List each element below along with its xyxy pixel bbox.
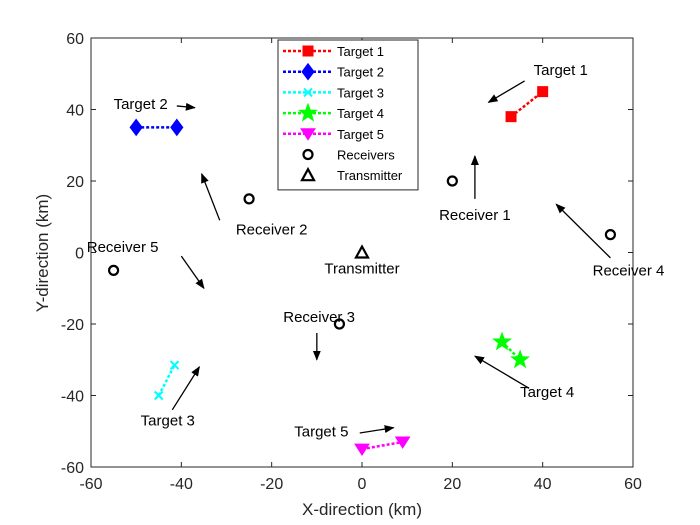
legend-label: Target 5 (337, 127, 384, 142)
legend-label: Target 2 (337, 65, 384, 80)
target-point (169, 360, 180, 370)
y-tick-label: 60 (66, 31, 84, 48)
legend-marker (301, 62, 315, 81)
x-tick-label: 0 (358, 476, 367, 493)
target-point (154, 390, 164, 401)
annotation-arrow (555, 203, 611, 259)
target-series-4 (492, 331, 530, 369)
target-series-2 (129, 118, 184, 137)
annotation-layer: Target 1 Target 2 Target 3 Target 4 Target 5… (87, 62, 665, 440)
legend-entry: Transmitter (300, 166, 403, 183)
legend-marker (302, 148, 314, 161)
x-tick-label: -40 (170, 476, 193, 493)
legend-marker-stroke (303, 87, 313, 98)
target-series-5 (354, 436, 411, 457)
annotation-arrow (359, 425, 395, 434)
receiver-point (604, 229, 617, 241)
target-point-stroke (169, 360, 180, 370)
legend-marker (297, 102, 319, 122)
y-tick-label: 20 (66, 174, 84, 191)
legend-marker (302, 45, 314, 57)
x-tick-label: 20 (443, 476, 461, 493)
receiver-point (243, 193, 255, 205)
target-point (129, 118, 143, 137)
target-point (510, 349, 530, 369)
receiver-point (446, 175, 458, 187)
y-axis-label: Y-direction (km) (33, 194, 52, 312)
receiver-point (333, 318, 346, 330)
legend-entry: Target 4 (283, 102, 384, 122)
annotation-arrow (180, 255, 205, 290)
legend-entry: Target 1 (283, 44, 384, 59)
target-series-3 (154, 360, 180, 401)
receiver-point (107, 264, 120, 276)
target-point (537, 86, 549, 98)
target-point (505, 111, 517, 123)
legend-box (277, 39, 419, 191)
legend-entry: Target 3 (283, 85, 384, 100)
annotation-label: Transmitter (324, 261, 399, 278)
annotation-label: Target 3 (141, 413, 195, 430)
transmitter-point (354, 244, 370, 259)
y-tick-label: 0 (75, 246, 84, 263)
annotation-label: Receiver 4 (593, 262, 665, 279)
legend-entry: Target 2 (283, 62, 384, 81)
annotation-label: Target 4 (520, 384, 574, 401)
target-point (170, 118, 184, 137)
legend-marker (303, 87, 313, 98)
x-tick-label: -60 (79, 476, 102, 493)
annotation-label: Target 2 (114, 96, 168, 113)
y-tick-label: 40 (66, 103, 84, 120)
target-series-1 (505, 86, 549, 123)
annotation-arrow (171, 366, 200, 411)
target-line (361, 440, 403, 451)
legend-marker (300, 166, 316, 182)
annotation-label: Target 5 (294, 423, 348, 440)
legend-entry: Receivers (302, 148, 395, 163)
annotation-label: Target 1 (534, 62, 588, 79)
x-tick-label: 40 (534, 476, 552, 493)
annotation-arrow (474, 355, 530, 389)
annotation-label: Receiver 2 (236, 221, 308, 238)
target-line (157, 364, 176, 397)
legend-label: Target 3 (337, 85, 384, 100)
x-tick-label: -20 (260, 476, 283, 493)
annotation-arrow (176, 102, 196, 111)
annotation-label: Receiver 5 (87, 239, 159, 256)
legend: Target 1 Target 2 Target 3 Target 4 Target 5… (277, 39, 419, 191)
legend-marker (300, 128, 316, 141)
target-point (354, 443, 370, 457)
legend-label: Target 4 (337, 106, 384, 121)
target-point (394, 436, 411, 449)
annotation-label: Receiver 1 (439, 207, 511, 224)
legend-label: Transmitter (337, 168, 403, 183)
x-axis-label: X-direction (km) (302, 500, 422, 519)
legend-label: Receivers (337, 148, 395, 163)
annotation-label: Receiver 3 (283, 309, 355, 326)
series-layer (107, 86, 617, 457)
y-tick-label: -20 (61, 317, 84, 334)
legend-entry: Target 5 (283, 127, 384, 142)
annotation-arrow (487, 80, 525, 103)
legend-label: Target 1 (337, 44, 384, 59)
y-tick-label: -60 (61, 460, 84, 477)
annotation-arrow (201, 172, 221, 221)
y-tick-label: -40 (61, 389, 84, 406)
target-point-stroke (154, 390, 164, 401)
x-tick-label: 60 (624, 476, 642, 493)
target-point (492, 331, 513, 351)
